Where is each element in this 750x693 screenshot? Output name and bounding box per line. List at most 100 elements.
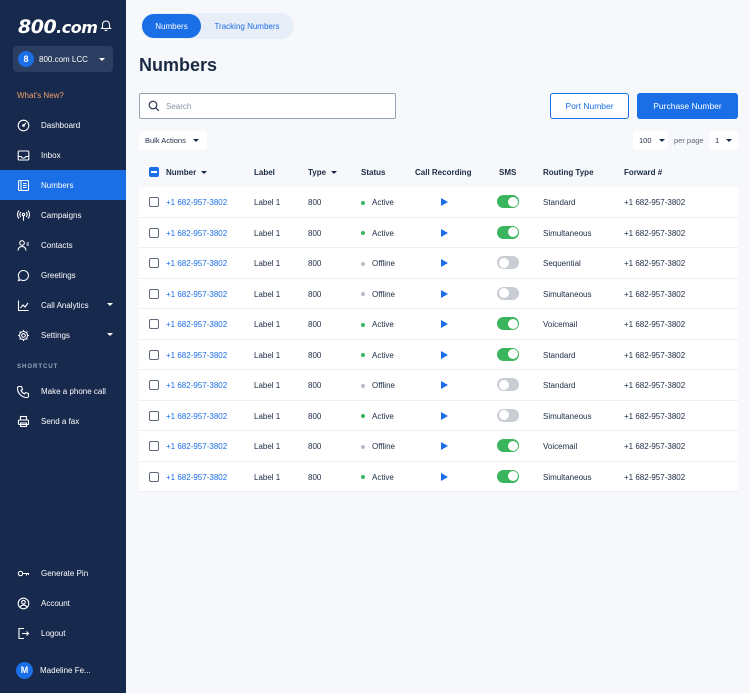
row-checkbox[interactable]	[149, 380, 159, 390]
sidebar-item-logout[interactable]: Logout	[0, 618, 126, 648]
account-selector[interactable]: 8 800.com LCC	[13, 46, 113, 72]
tab-numbers[interactable]: Numbers	[142, 14, 201, 38]
label-cell: Label 1	[254, 289, 281, 299]
routing-type-cell: Standard	[543, 350, 576, 360]
row-checkbox[interactable]	[149, 410, 159, 421]
type-cell: 800	[308, 259, 322, 268]
tab-tracking-numbers[interactable]: Tracking Numbers	[214, 21, 280, 31]
port-number-button[interactable]: Port Number	[550, 93, 629, 119]
row-checkbox[interactable]	[149, 471, 159, 482]
routing-type-cell: Simultaneous	[543, 228, 592, 238]
phone-number-link[interactable]: +1 682-957-3802	[166, 350, 228, 360]
row-checkbox[interactable]	[149, 319, 159, 329]
play-icon[interactable]	[441, 198, 448, 206]
table-row[interactable]: +1 682-957-3802 Label 1 800 Offline Sequenti…	[139, 248, 738, 279]
sidebar-item-account[interactable]: Account	[0, 588, 126, 618]
play-icon[interactable]	[441, 350, 448, 359]
sms-toggle[interactable]	[497, 195, 519, 208]
table-row[interactable]: +1 682-957-3802 Label 1 800 Offline Standard…	[139, 370, 738, 401]
sms-toggle[interactable]	[497, 408, 519, 422]
row-checkbox[interactable]	[149, 258, 159, 268]
status-dot-icon	[361, 353, 365, 357]
phone-number-link[interactable]: +1 682-957-3802	[166, 411, 228, 421]
status-dot-icon	[361, 261, 365, 266]
select-all-checkbox[interactable]	[149, 167, 159, 177]
sms-toggle[interactable]	[497, 439, 519, 452]
sms-toggle[interactable]	[497, 347, 519, 361]
table-row[interactable]: +1 682-957-3802 Label 1 800 Active Simultane…	[139, 218, 738, 248]
sidebar-item-campaigns[interactable]: Campaigns	[0, 200, 126, 230]
row-checkbox[interactable]	[149, 288, 159, 299]
forward-number-cell: +1 682-957-3802	[624, 259, 686, 268]
forward-number-cell: +1 682-957-3802	[624, 228, 686, 238]
play-icon[interactable]	[441, 320, 448, 328]
table-row[interactable]: +1 682-957-3802 Label 1 800 Active Simultane…	[139, 401, 738, 431]
phone-number-link[interactable]: +1 682-957-3802	[166, 289, 228, 299]
table-row[interactable]: +1 682-957-3802 Label 1 800 Active Standard +…	[139, 187, 738, 218]
row-checkbox[interactable]	[149, 197, 159, 207]
shortcut-make-phone-call[interactable]: Make a phone call	[0, 376, 126, 406]
play-icon[interactable]	[441, 411, 448, 420]
sidebar-item-contacts[interactable]: Contacts	[0, 230, 126, 260]
bell-icon[interactable]	[99, 18, 113, 32]
sms-toggle[interactable]	[497, 225, 519, 239]
sms-toggle[interactable]	[497, 469, 519, 483]
sms-toggle[interactable]	[497, 256, 519, 269]
column-header-call-recording: Call Recording	[415, 168, 472, 177]
sidebar-item-dashboard[interactable]: Dashboard	[0, 110, 126, 140]
row-checkbox[interactable]	[149, 349, 159, 360]
play-icon[interactable]	[441, 381, 448, 389]
sidebar-item-call-analytics[interactable]: Call Analytics	[0, 290, 126, 320]
phone-number-link[interactable]: +1 682-957-3802	[166, 198, 228, 207]
play-icon[interactable]	[441, 259, 448, 267]
table-row[interactable]: +1 682-957-3802 Label 1 800 Active Simultane…	[139, 462, 738, 492]
routing-type-cell: Voicemail	[543, 320, 578, 329]
sidebar-item-numbers[interactable]: Numbers	[0, 170, 126, 200]
column-header-routing-type: Routing Type	[543, 168, 594, 177]
routing-type-cell: Standard	[543, 198, 576, 207]
status-text: Offline	[372, 381, 395, 390]
forward-number-cell: +1 682-957-3802	[624, 442, 686, 451]
status-dot-icon	[361, 200, 365, 205]
page-select[interactable]: 1	[709, 131, 738, 150]
row-checkbox[interactable]	[149, 227, 159, 238]
brand-logo[interactable]: 800.com	[18, 16, 98, 38]
sms-toggle[interactable]	[497, 286, 519, 300]
sidebar-item-generate-pin[interactable]: Generate Pin	[0, 558, 126, 588]
search-box	[139, 93, 396, 119]
table-row[interactable]: +1 682-957-3802 Label 1 800 Offline Simultan…	[139, 279, 738, 309]
search-input[interactable]	[166, 101, 386, 111]
label-cell: Label 1	[254, 350, 281, 360]
user-profile[interactable]: M Madeline Fe...	[0, 655, 126, 685]
row-checkbox[interactable]	[149, 441, 159, 451]
sms-toggle[interactable]	[497, 317, 519, 330]
phone-number-link[interactable]: +1 682-957-3802	[166, 472, 228, 482]
sidebar-item-inbox[interactable]: Inbox	[0, 140, 126, 170]
table-row[interactable]: +1 682-957-3802 Label 1 800 Active Voicemail…	[139, 309, 738, 340]
status-text: Offline	[372, 289, 395, 299]
play-icon[interactable]	[441, 289, 448, 298]
purchase-number-button[interactable]: Purchase Number	[637, 93, 738, 119]
chevron-down-icon	[192, 139, 199, 142]
column-header-type[interactable]: Type	[308, 168, 338, 177]
sms-toggle[interactable]	[497, 378, 519, 391]
column-header-number[interactable]: Number	[166, 168, 208, 177]
phone-number-link[interactable]: +1 682-957-3802	[166, 381, 228, 390]
phone-number-link[interactable]: +1 682-957-3802	[166, 228, 228, 238]
play-icon[interactable]	[441, 442, 448, 450]
status-cell: Active	[361, 320, 394, 329]
chevron-down-icon	[658, 139, 665, 142]
play-icon[interactable]	[441, 228, 448, 237]
bulk-actions-dropdown[interactable]: Bulk Actions	[139, 131, 207, 150]
sidebar-item-greetings[interactable]: Greetings	[0, 260, 126, 290]
table-row[interactable]: +1 682-957-3802 Label 1 800 Active Standard +…	[139, 340, 738, 370]
whats-new-link[interactable]: What's New?	[17, 91, 64, 100]
table-row[interactable]: +1 682-957-3802 Label 1 800 Offline Voicemai…	[139, 431, 738, 462]
phone-number-link[interactable]: +1 682-957-3802	[166, 442, 228, 451]
phone-number-link[interactable]: +1 682-957-3802	[166, 320, 228, 329]
shortcut-send-fax[interactable]: Send a fax	[0, 406, 126, 436]
play-icon[interactable]	[441, 472, 448, 481]
phone-number-link[interactable]: +1 682-957-3802	[166, 259, 228, 268]
per-page-select[interactable]: 100	[633, 131, 668, 150]
sidebar-item-settings[interactable]: Settings	[0, 320, 126, 350]
